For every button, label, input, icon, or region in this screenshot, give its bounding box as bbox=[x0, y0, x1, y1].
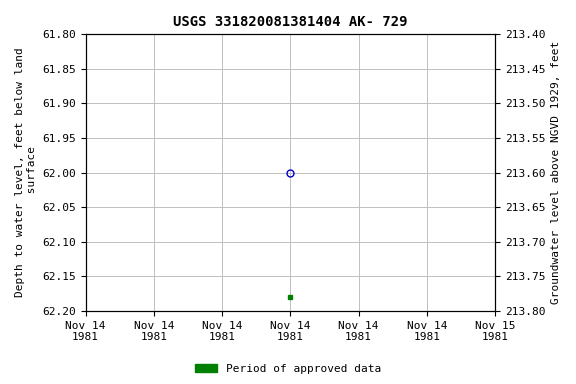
Title: USGS 331820081381404 AK- 729: USGS 331820081381404 AK- 729 bbox=[173, 15, 408, 29]
Legend: Period of approved data: Period of approved data bbox=[191, 359, 385, 379]
Y-axis label: Depth to water level, feet below land
 surface: Depth to water level, feet below land su… bbox=[15, 48, 37, 298]
Y-axis label: Groundwater level above NGVD 1929, feet: Groundwater level above NGVD 1929, feet bbox=[551, 41, 561, 304]
